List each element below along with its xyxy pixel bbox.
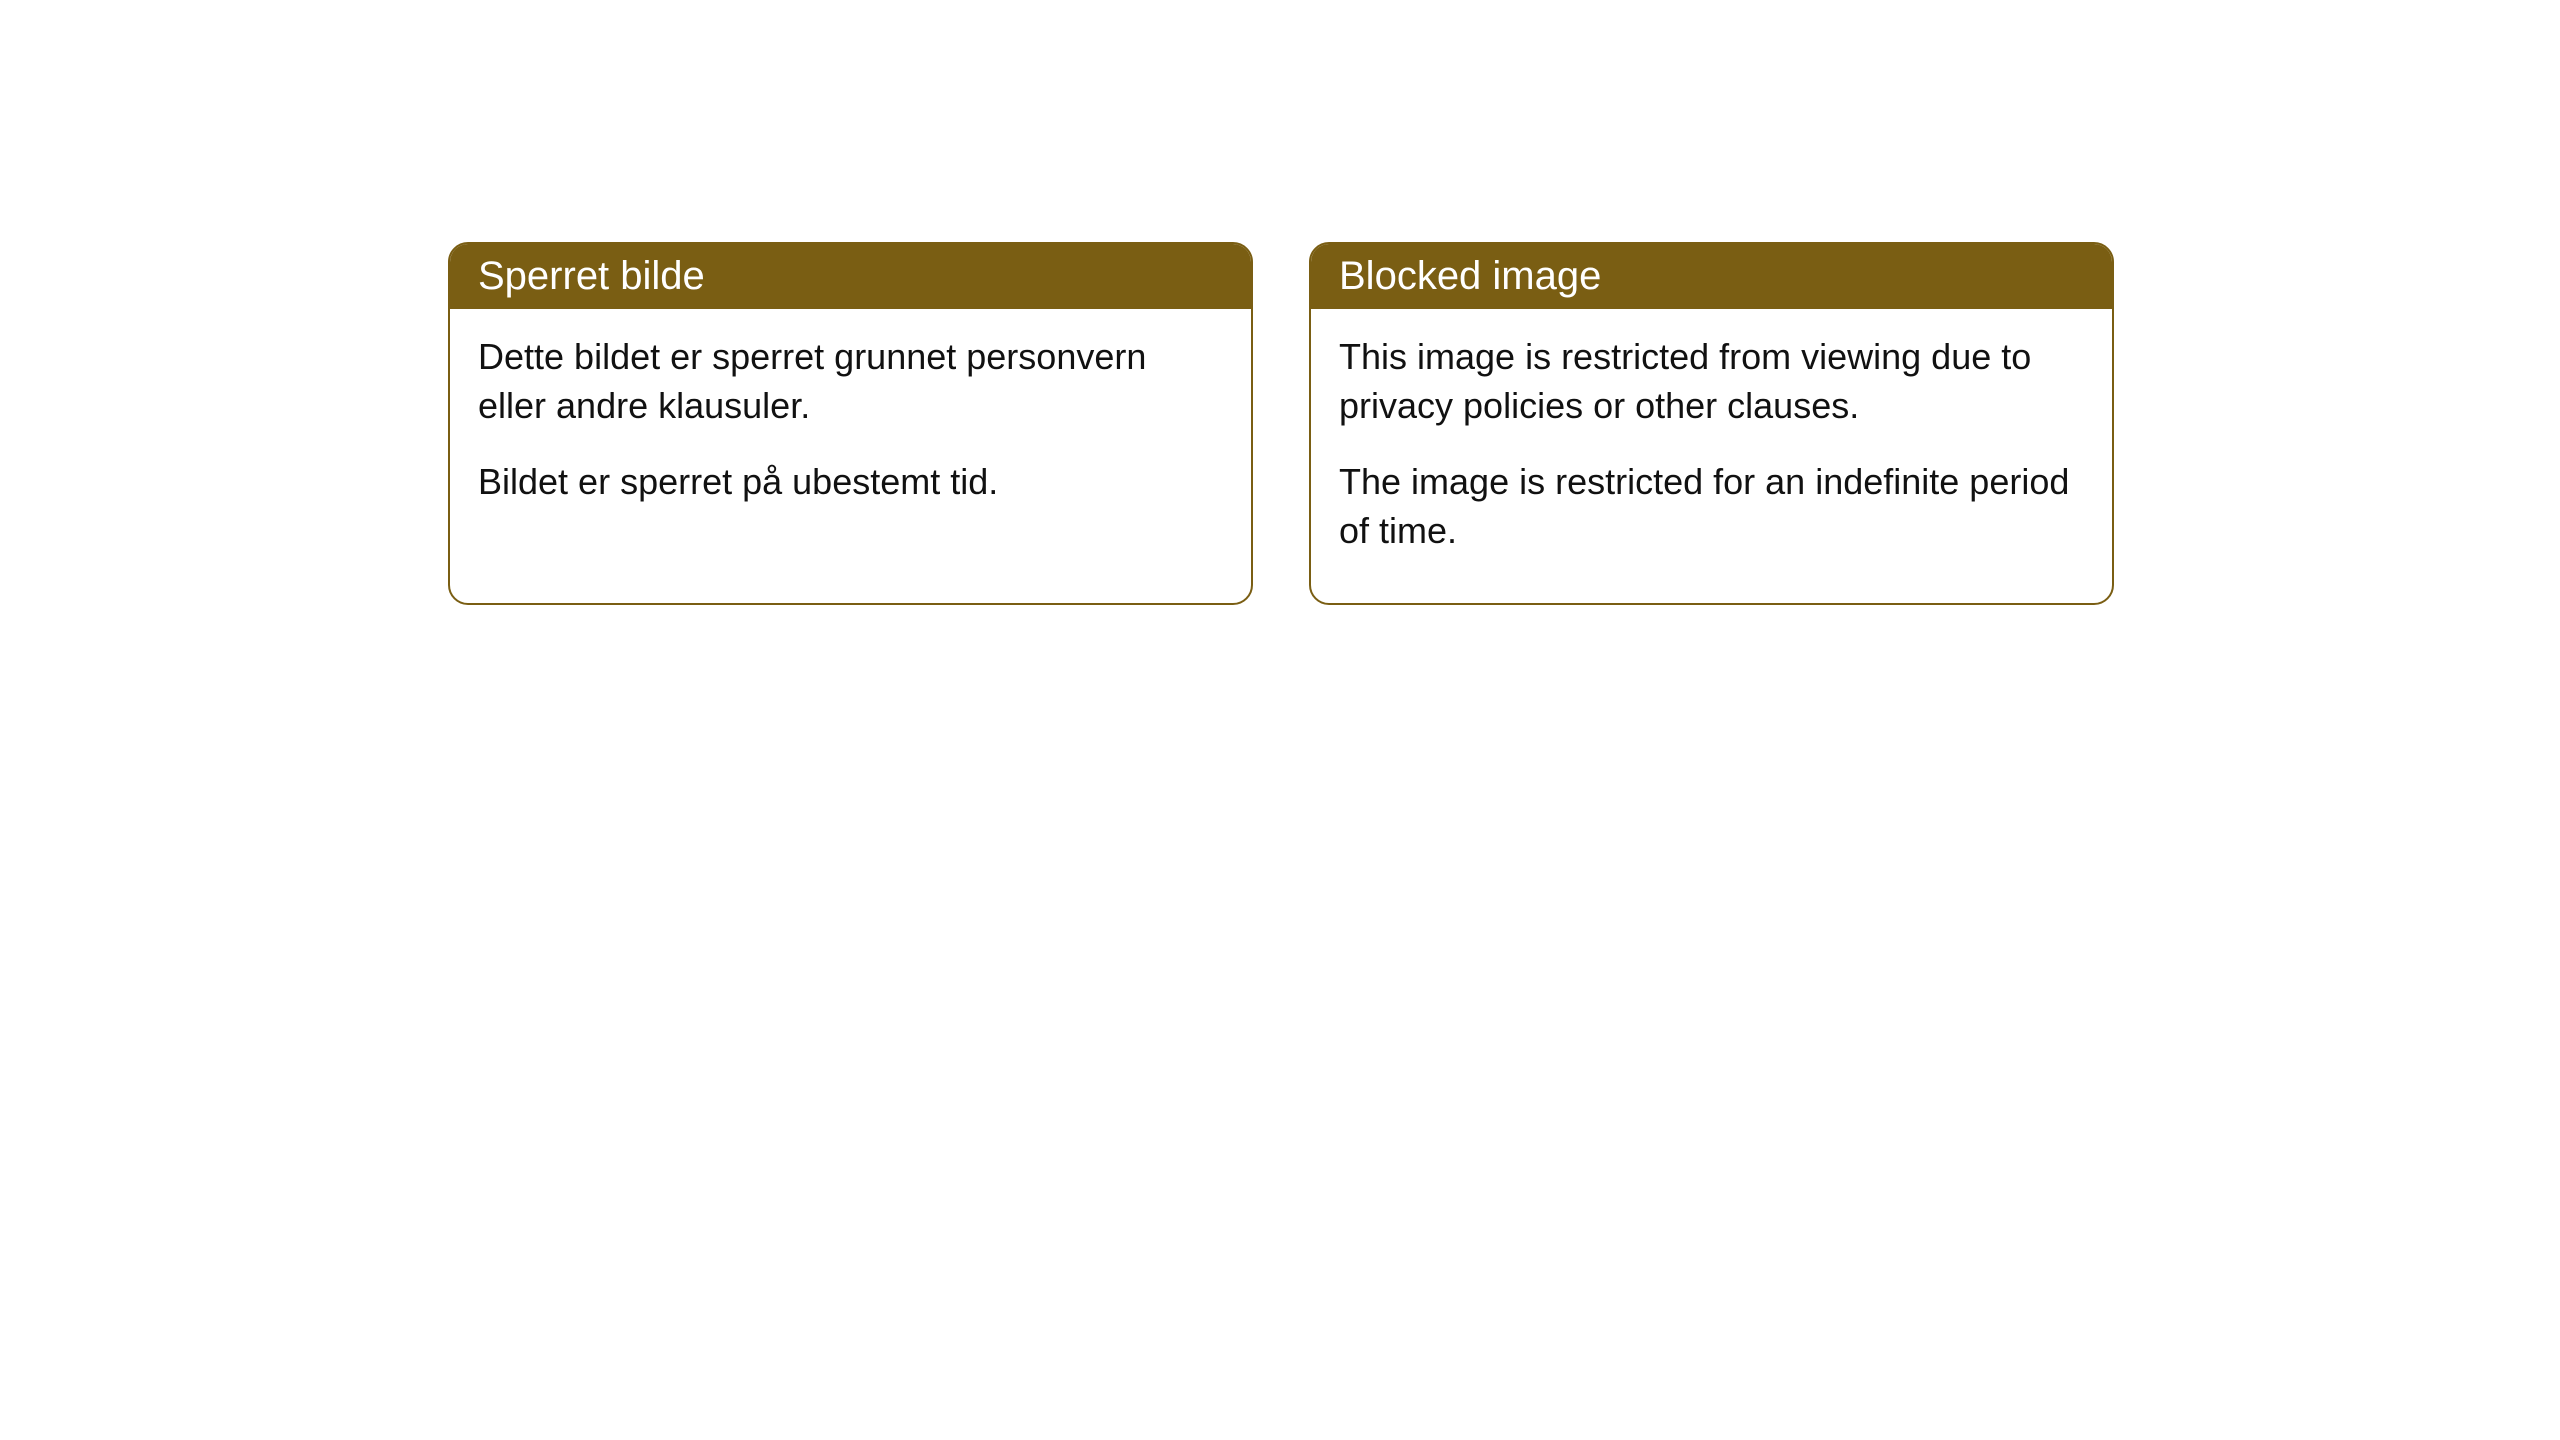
notice-text-no-1: Dette bildet er sperret grunnet personve… xyxy=(478,333,1223,430)
notice-text-en-2: The image is restricted for an indefinit… xyxy=(1339,458,2084,555)
blocked-image-notices: Sperret bilde Dette bildet er sperret gr… xyxy=(448,242,2114,605)
card-header-english: Blocked image xyxy=(1311,244,2112,309)
card-english: Blocked image This image is restricted f… xyxy=(1309,242,2114,605)
card-header-norwegian: Sperret bilde xyxy=(450,244,1251,309)
card-body-english: This image is restricted from viewing du… xyxy=(1311,309,2112,603)
card-body-norwegian: Dette bildet er sperret grunnet personve… xyxy=(450,309,1251,555)
notice-text-no-2: Bildet er sperret på ubestemt tid. xyxy=(478,458,1223,507)
notice-text-en-1: This image is restricted from viewing du… xyxy=(1339,333,2084,430)
card-norwegian: Sperret bilde Dette bildet er sperret gr… xyxy=(448,242,1253,605)
